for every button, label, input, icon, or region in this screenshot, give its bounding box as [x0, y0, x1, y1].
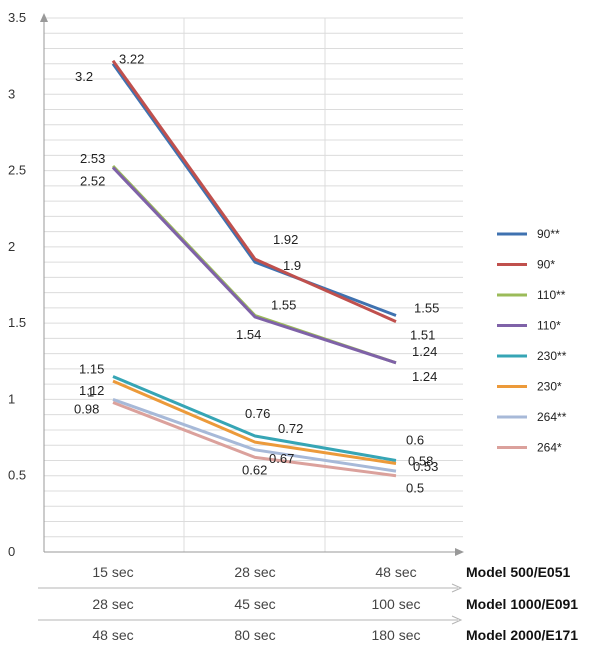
y-tick-label: 0.5: [8, 468, 26, 483]
data-label: 1.15: [79, 362, 104, 377]
y-tick-label: 3: [8, 86, 15, 101]
x-tick-label: 48 sec: [92, 627, 133, 643]
data-label: 1.51: [410, 328, 435, 343]
x-tick-label: 15 sec: [92, 564, 133, 580]
legend: 90** 90* 110** 110* 230** 230* 264** 264*: [497, 227, 567, 455]
data-label: 2.52: [80, 174, 105, 189]
data-label: 3.2: [75, 69, 93, 84]
x-tick-label: 28 sec: [234, 564, 275, 580]
data-label: 1.9: [283, 258, 301, 273]
data-label: 2.53: [80, 151, 105, 166]
data-labels: 3.2 1.9 1.55 3.22 1.92 1.51 2.53 1.55 1.24 2.52 1.…: [74, 52, 439, 496]
data-label: 1: [87, 384, 94, 399]
data-label: 0.72: [278, 421, 303, 436]
legend-label: 110*: [537, 319, 561, 333]
y-axis-arrow: [40, 13, 48, 22]
x-tick-label: 100 sec: [371, 596, 420, 612]
x-tick-label: 28 sec: [92, 596, 133, 612]
data-label: 0.5: [406, 481, 424, 496]
legend-label: 230*: [537, 380, 562, 394]
y-tick-label: 2.5: [8, 163, 26, 178]
model-row-label: Model 1000/E091: [466, 596, 578, 612]
data-label: 0.6: [406, 432, 424, 447]
data-label: 0.76: [245, 406, 270, 421]
data-label: 0.53: [413, 459, 438, 474]
row-arrow-head: [451, 615, 463, 625]
axes: [40, 13, 464, 556]
legend-label: 230**: [537, 349, 567, 363]
x-tick-label: 48 sec: [375, 564, 416, 580]
x-tick-label: 45 sec: [234, 596, 275, 612]
data-label: 0.58: [408, 454, 433, 469]
series-line: [112, 375, 397, 462]
data-label: 3.22: [119, 52, 144, 67]
y-tick-label: 1: [8, 391, 15, 406]
legend-label: 90**: [537, 227, 560, 241]
legend-label: 110**: [537, 288, 566, 302]
series-lines: [111, 59, 397, 478]
y-tick-label: 0: [8, 544, 15, 559]
series-line: [111, 62, 397, 317]
x-tick-label: 180 sec: [371, 627, 420, 643]
data-label: 1.54: [236, 327, 261, 342]
grid-lines: [44, 17, 463, 552]
data-label: 0.62: [242, 462, 267, 477]
data-label: 1.24: [412, 344, 437, 359]
model-row-label: Model 2000/E171: [466, 627, 578, 643]
data-label: 1.55: [414, 301, 439, 316]
data-label: 1.12: [79, 383, 104, 398]
model-row-label: Model 500/E051: [466, 564, 570, 580]
series-line: [111, 166, 397, 365]
series-line: [112, 397, 397, 473]
y-tick-label: 3.5: [8, 10, 26, 25]
series-line: [112, 379, 397, 465]
data-label: 1.24: [412, 369, 437, 384]
row-arrow-head: [451, 583, 463, 593]
y-tick-label: 1.5: [8, 315, 26, 330]
series-line: [112, 401, 397, 478]
data-label: 1.92: [273, 232, 298, 247]
x-axis-arrow: [455, 548, 464, 556]
y-axis-ticks: 0 0.5 1 1.5 2 2.5 3 3.5: [8, 10, 26, 559]
x-tick-label: 80 sec: [234, 627, 275, 643]
data-label: 1.55: [271, 298, 296, 313]
legend-label: 264**: [537, 410, 567, 424]
series-line: [111, 59, 397, 323]
x-axis-category-rows: 15 sec 28 sec 48 sec Model 500/E051 28 sec 45…: [38, 564, 578, 643]
data-label: 0.67: [269, 451, 294, 466]
data-label: 0.98: [74, 401, 99, 416]
legend-label: 90*: [537, 258, 555, 272]
y-tick-label: 2: [8, 239, 15, 254]
legend-label: 264*: [537, 441, 562, 455]
